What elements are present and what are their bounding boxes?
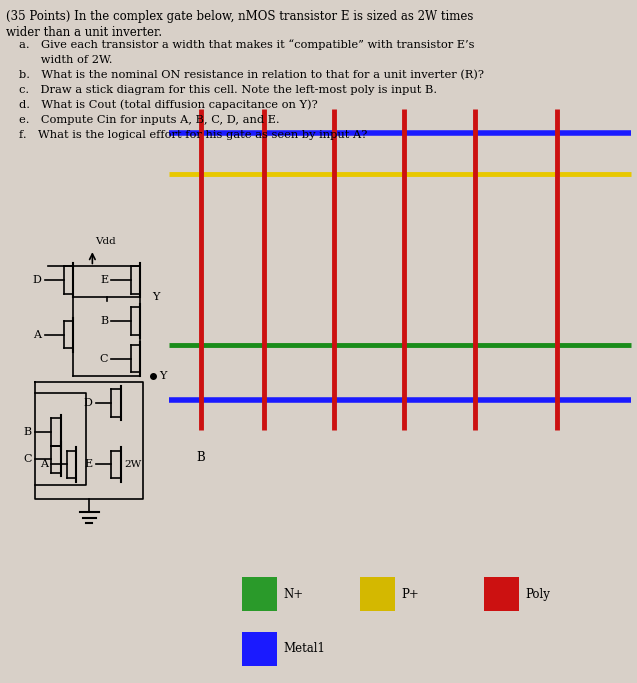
- Text: b. What is the nominal ON resistance in relation to that for a unit inverter (R): b. What is the nominal ON resistance in …: [19, 70, 484, 80]
- Text: 2W: 2W: [124, 460, 141, 469]
- Text: A: A: [33, 330, 41, 339]
- Text: a. Give each transistor a width that makes it “compatible” with transistor E’s: a. Give each transistor a width that mak…: [19, 40, 475, 51]
- Text: Y: Y: [152, 292, 159, 302]
- Text: wider than a unit inverter.: wider than a unit inverter.: [6, 26, 162, 39]
- Text: Vdd: Vdd: [96, 237, 117, 246]
- Text: Metal1: Metal1: [283, 642, 326, 656]
- Text: D: D: [83, 398, 92, 408]
- Text: Poly: Poly: [526, 587, 550, 601]
- Text: N+: N+: [283, 587, 304, 601]
- Text: D: D: [32, 275, 41, 285]
- Text: C: C: [100, 354, 108, 363]
- Bar: [484, 577, 519, 611]
- Text: E: E: [100, 275, 108, 285]
- Text: B: B: [196, 451, 205, 464]
- Text: P+: P+: [401, 587, 419, 601]
- Bar: [242, 577, 277, 611]
- Text: e. Compute Cin for inputs A, B, C, D, and E.: e. Compute Cin for inputs A, B, C, D, an…: [19, 115, 280, 125]
- Text: B: B: [24, 427, 32, 437]
- Text: C: C: [24, 454, 32, 464]
- Text: B: B: [100, 316, 108, 326]
- Text: (35 Points) In the complex gate below, nMOS transistor E is sized as 2W times: (35 Points) In the complex gate below, n…: [6, 10, 474, 23]
- Text: E: E: [84, 460, 92, 469]
- Bar: [242, 632, 277, 666]
- Text: A: A: [39, 460, 48, 469]
- Text: Y: Y: [159, 371, 167, 380]
- Text: d. What is Cout (total diffusion capacitance on Y)?: d. What is Cout (total diffusion capacit…: [19, 100, 318, 110]
- Bar: [360, 577, 395, 611]
- Text: width of 2W.: width of 2W.: [19, 55, 113, 65]
- Text: c. Draw a stick diagram for this cell. Note the left-most poly is input B.: c. Draw a stick diagram for this cell. N…: [19, 85, 437, 95]
- Text: f. What is the logical effort for his gate as seen by input A?: f. What is the logical effort for his ga…: [19, 130, 368, 140]
